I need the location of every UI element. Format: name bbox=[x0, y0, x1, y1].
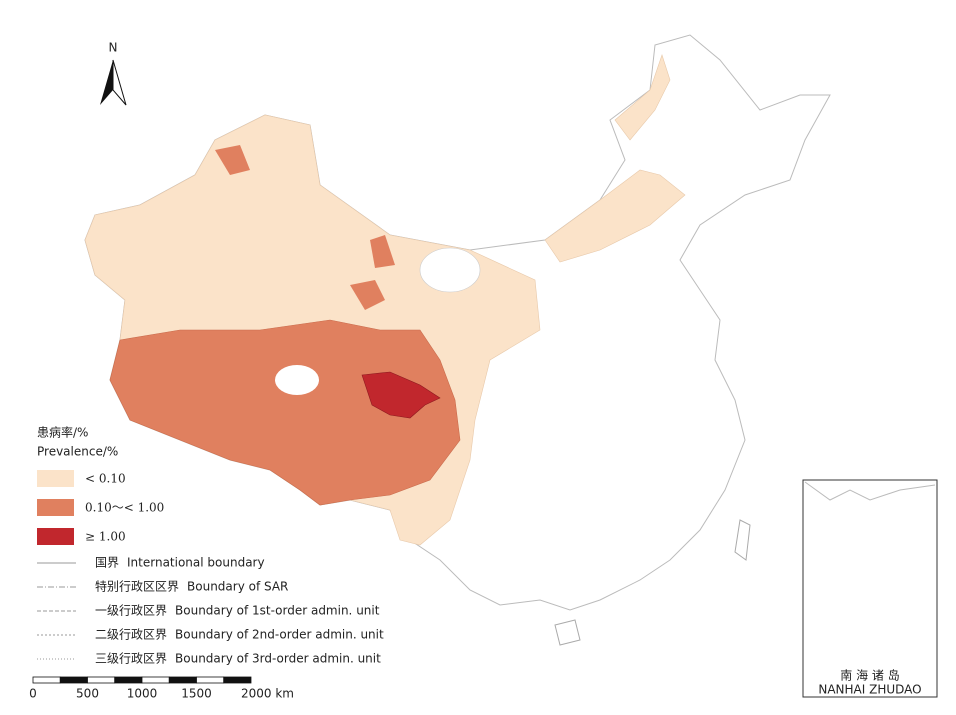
north-label: N bbox=[109, 41, 118, 55]
scale-segment bbox=[223, 676, 252, 684]
inset-coast bbox=[804, 481, 936, 501]
scale-segment bbox=[168, 676, 197, 684]
island-hainan bbox=[554, 619, 581, 646]
legend-label: 特别行政区区界 bbox=[95, 579, 179, 594]
region-medium bbox=[109, 319, 461, 506]
legend-label: 一级行政区界 bbox=[95, 604, 167, 618]
scale-label: 0 bbox=[29, 687, 37, 701]
legend-title: Prevalence/% bbox=[37, 445, 118, 459]
legend-label: Boundary of SAR bbox=[187, 580, 288, 594]
legend-label: 三级行政区界 bbox=[95, 652, 167, 666]
region-none bbox=[419, 247, 481, 293]
inset-frame bbox=[802, 479, 938, 698]
region-medium bbox=[370, 235, 395, 268]
region-low bbox=[544, 54, 686, 263]
legend-label: ≥ 1.00 bbox=[85, 530, 126, 544]
region-high bbox=[361, 371, 441, 419]
scale-segment bbox=[32, 676, 61, 684]
legend-label: Boundary of 1st-order admin. unit bbox=[175, 604, 380, 618]
legend-label: < 0.10 bbox=[85, 472, 126, 486]
legend-label: 0.10～< 1.00 bbox=[85, 501, 164, 515]
legend-label: 国界 bbox=[95, 556, 119, 570]
scale-label: 1500 bbox=[181, 687, 212, 701]
legend-title: 患病率/% bbox=[37, 425, 88, 440]
scale-segment bbox=[141, 676, 170, 684]
legend-swatch bbox=[37, 470, 74, 487]
inset: 南 海 诸 岛 NANHAI ZHUDAO bbox=[802, 479, 938, 698]
scale-segment bbox=[196, 676, 225, 684]
north-arrow-shape bbox=[100, 60, 113, 105]
island-taiwan bbox=[734, 519, 751, 561]
scale-label: 500 bbox=[76, 687, 99, 701]
legend: 患病率/% Prevalence/% < 0.10 0.10～< 1.00 ≥ 1.… bbox=[37, 425, 384, 666]
scale-label: 1000 bbox=[127, 687, 158, 701]
legend-label: International boundary bbox=[127, 556, 265, 570]
china-map bbox=[84, 34, 831, 646]
north-arrow: N bbox=[100, 41, 127, 106]
legend-swatch bbox=[37, 528, 74, 545]
region-medium bbox=[350, 280, 385, 310]
legend-label: 二级行政区界 bbox=[95, 628, 167, 642]
inset-title: 南 海 诸 岛 bbox=[840, 668, 899, 683]
legend-label: Boundary of 2nd-order admin. unit bbox=[175, 628, 384, 642]
legend-label: Boundary of 3rd-order admin. unit bbox=[175, 652, 381, 666]
scale-label: 2000 km bbox=[241, 687, 294, 701]
legend-swatch bbox=[37, 499, 74, 516]
scale-segment bbox=[114, 676, 143, 684]
region-medium bbox=[215, 145, 250, 175]
scale-segment bbox=[59, 676, 88, 684]
north-arrow-shape bbox=[112, 59, 127, 106]
scale-segment bbox=[87, 676, 116, 684]
region-none bbox=[275, 365, 319, 395]
inset-title: NANHAI ZHUDAO bbox=[818, 683, 921, 697]
scale-bar: 0 500 1000 1500 2000 km bbox=[29, 676, 294, 701]
